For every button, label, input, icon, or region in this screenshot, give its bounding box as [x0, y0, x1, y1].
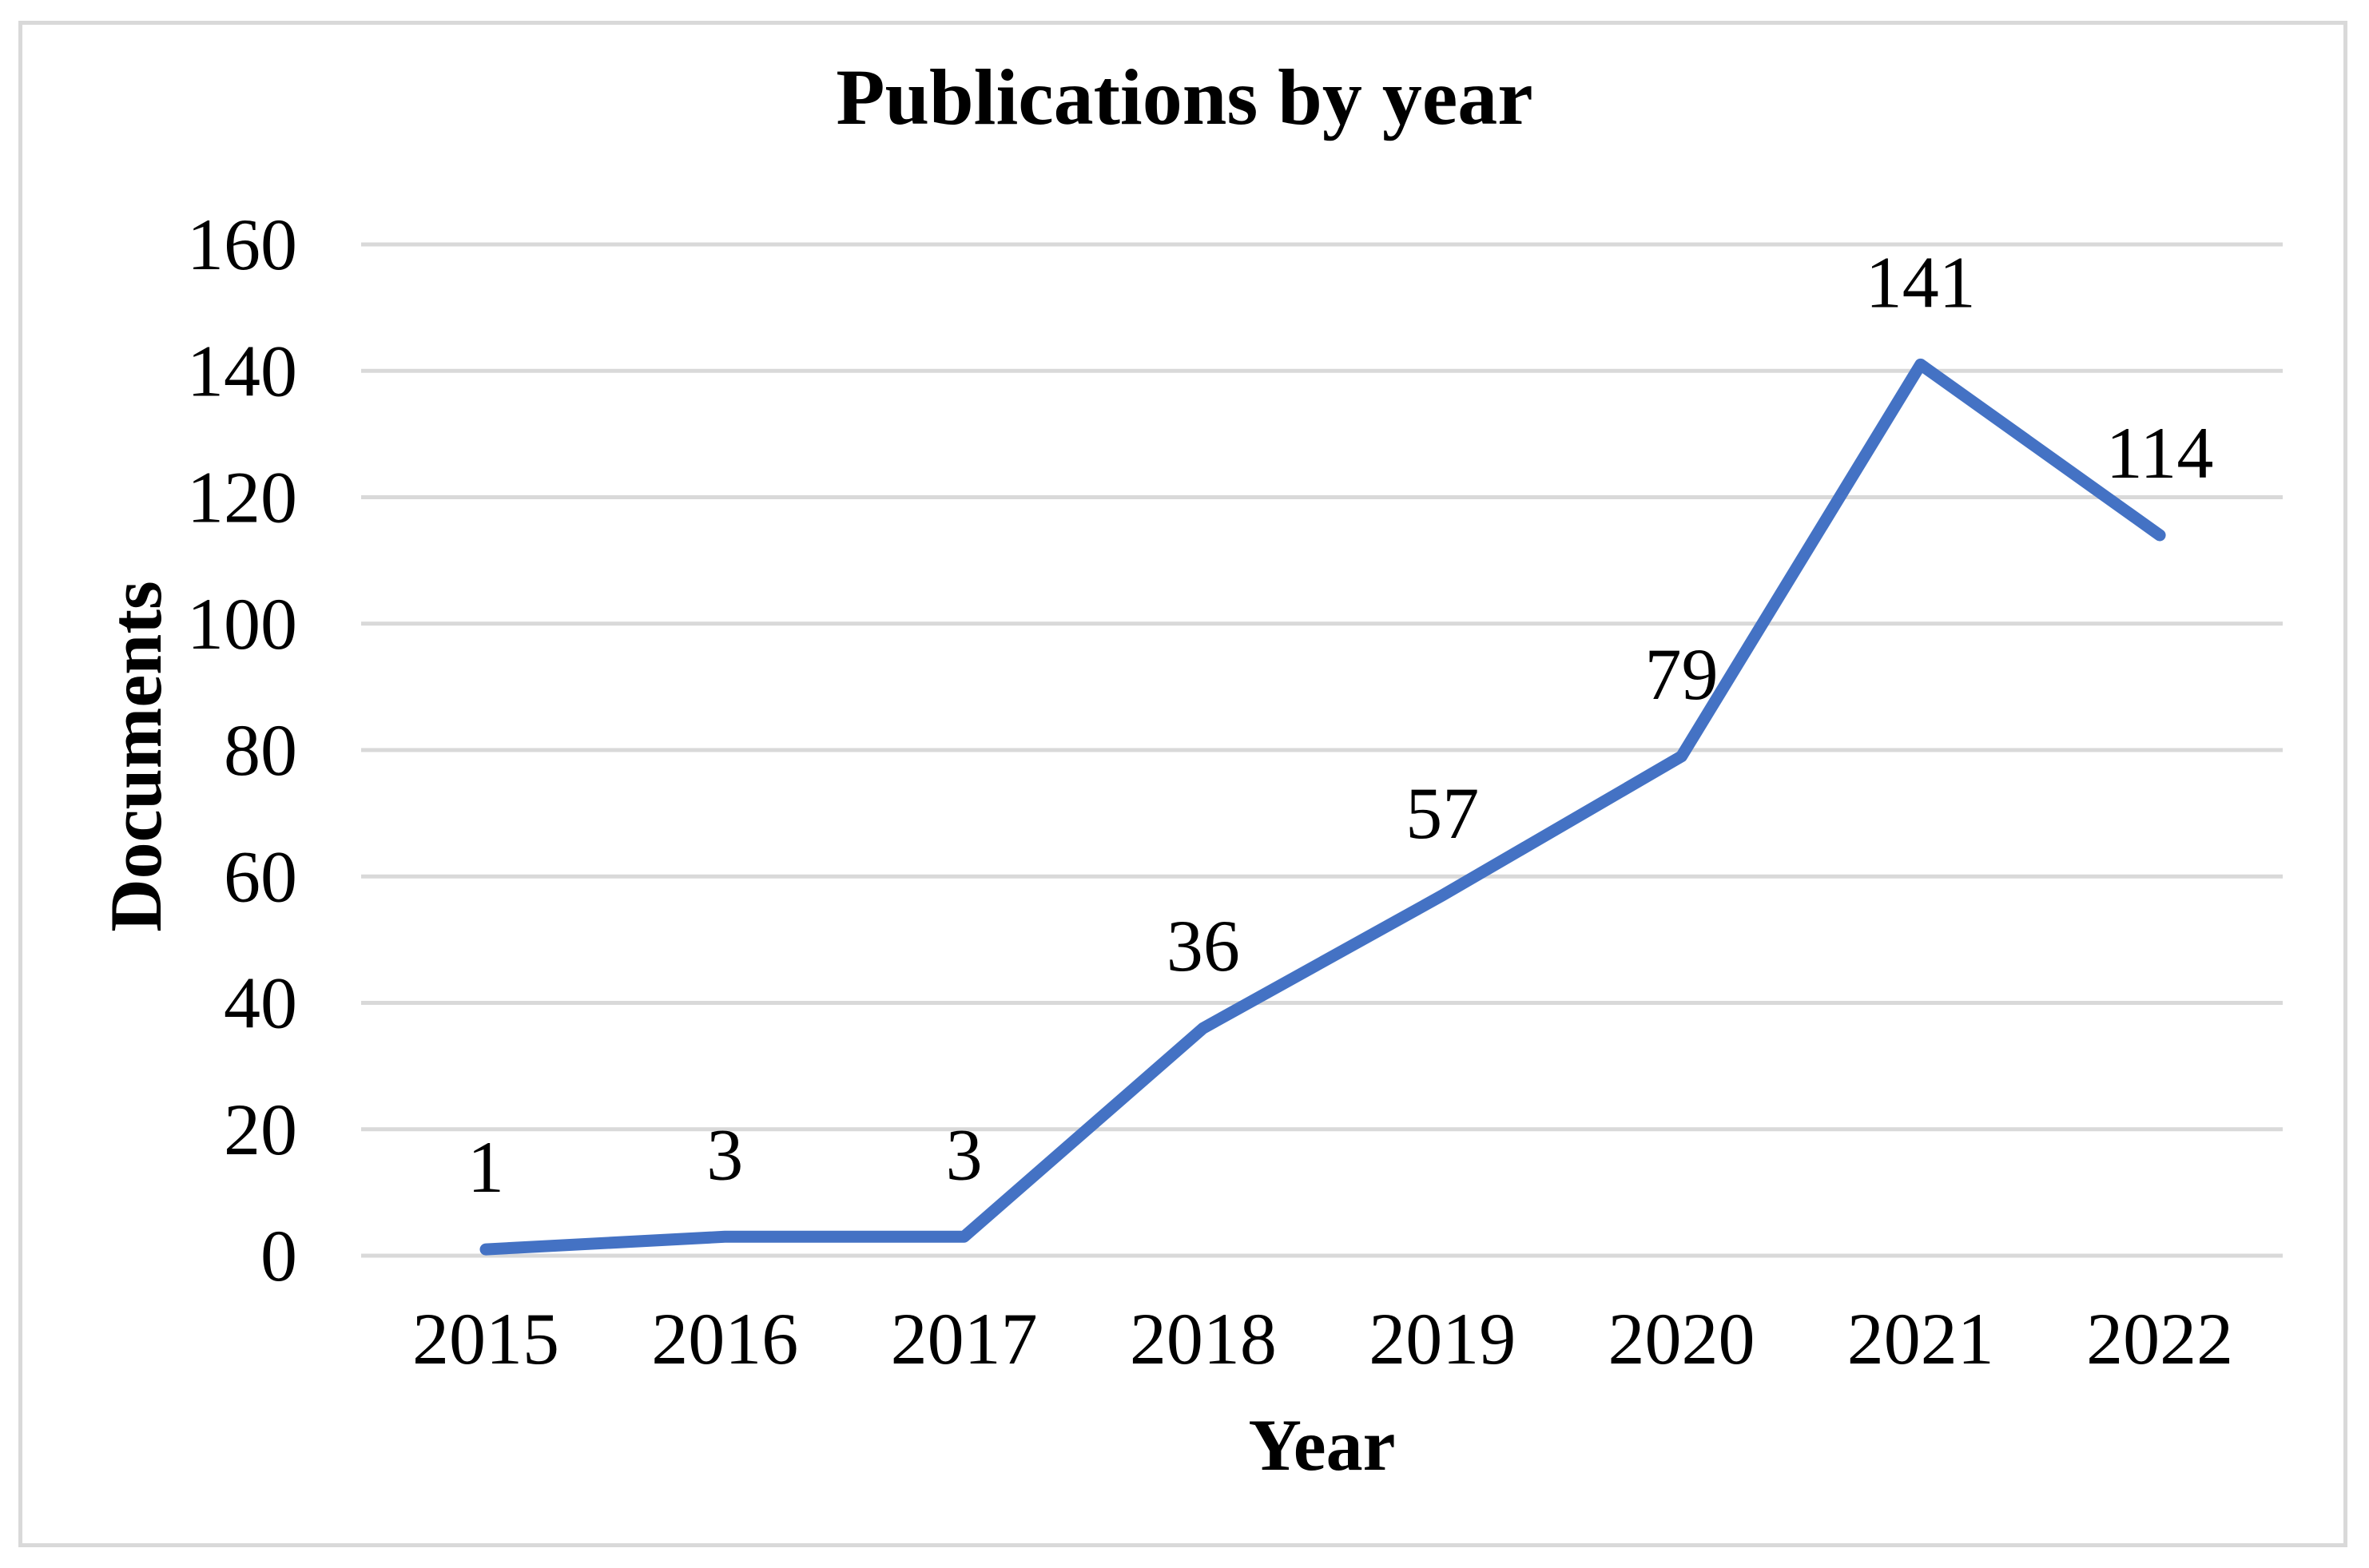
x-tick-label: 2017 — [891, 1298, 1038, 1379]
data-label: 57 — [1405, 772, 1479, 854]
y-tick-label: 40 — [224, 963, 297, 1044]
data-label: 3 — [946, 1113, 983, 1195]
data-label: 36 — [1167, 905, 1240, 986]
x-tick-label: 2015 — [412, 1298, 559, 1379]
data-label: 3 — [706, 1113, 743, 1195]
chart-border — [18, 21, 2347, 1547]
x-tick-label: 2018 — [1130, 1298, 1277, 1379]
y-tick-label: 60 — [224, 836, 297, 917]
y-tick-label: 20 — [224, 1089, 297, 1170]
y-tick-label: 140 — [187, 330, 297, 411]
chart-title: Publications by year — [836, 53, 1533, 141]
data-label: 79 — [1645, 633, 1719, 715]
x-tick-label: 2022 — [2086, 1298, 2233, 1379]
data-label: 1 — [467, 1126, 504, 1208]
x-tick-label: 2021 — [1847, 1298, 1994, 1379]
y-tick-label: 80 — [224, 709, 297, 791]
y-tick-label: 100 — [187, 583, 297, 665]
x-tick-label: 2019 — [1369, 1298, 1516, 1379]
x-tick-label: 2016 — [651, 1298, 798, 1379]
series-line — [479, 358, 2166, 1256]
data-label: 114 — [2106, 412, 2214, 494]
x-tick-label: 2020 — [1608, 1298, 1755, 1379]
y-tick-label: 0 — [260, 1215, 297, 1296]
y-tick-label: 120 — [187, 457, 297, 538]
data-label: 141 — [1866, 241, 1976, 323]
y-tick-label: 160 — [187, 204, 297, 285]
x-axis-title: Year — [1248, 1404, 1396, 1486]
